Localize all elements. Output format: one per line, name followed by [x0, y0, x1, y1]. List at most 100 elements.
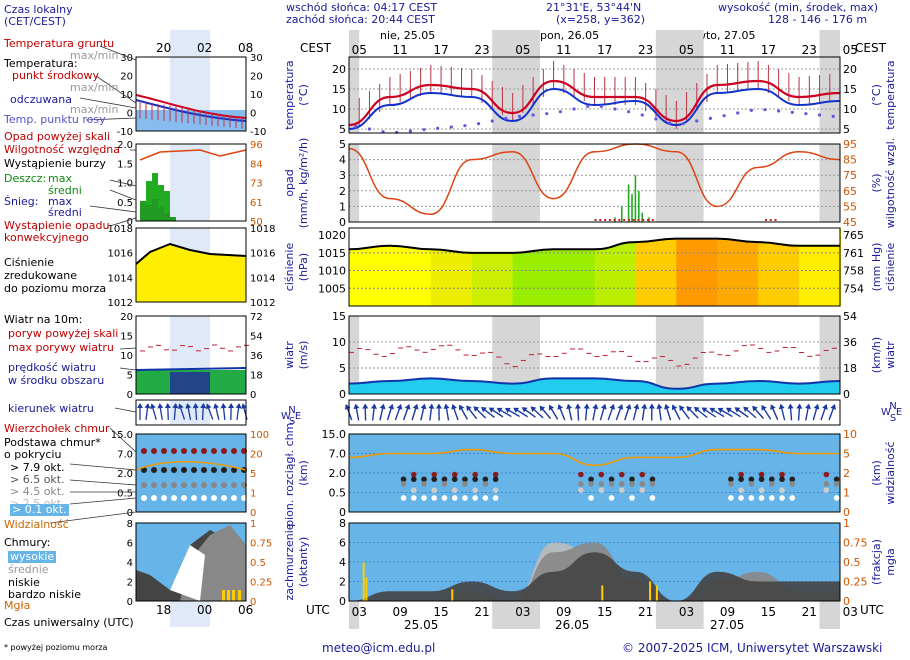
wind-arrow [459, 404, 469, 420]
legend-wind-arrow-head [241, 403, 247, 409]
legend-wind-arrow [213, 403, 220, 420]
night-band-bottom [492, 601, 540, 629]
wind-arrow [701, 407, 717, 418]
legend-pressure-line [135, 242, 247, 265]
legend-local-tick-08: 08 [238, 41, 254, 55]
legend-cloud-top-dot [141, 448, 147, 454]
legend-connector [99, 45, 137, 61]
cloud-base-dot [472, 495, 478, 501]
legend-wind-arrow [205, 403, 214, 420]
legend-frame-temp [135, 56, 247, 132]
legend-punkt-rosy: Temp. punktu rosy [4, 113, 106, 126]
axis-label: opad [283, 169, 296, 196]
legend-tick-leg_chm_l: 2.0 [117, 469, 133, 480]
wind-arrow-head [633, 403, 640, 410]
elevation-values: 128 - 146 - 176 m [768, 13, 868, 26]
tick-cisn_l: 1020 [318, 229, 346, 242]
wind-arrow-head [717, 407, 724, 414]
cloud-base-dot [649, 481, 656, 487]
legend-rain-mean-bar [152, 199, 158, 221]
cloud-base-dot [769, 476, 775, 483]
legend-visibility-line [135, 461, 247, 471]
legend-tick-leg_wilg_r: 73 [250, 179, 263, 190]
wind-speed-line [348, 377, 841, 390]
legend-tick-leg_wiatr_l: 20 [120, 312, 133, 323]
cloud-base-dot [779, 471, 785, 478]
wind-arrow-head [583, 403, 590, 409]
wind-arrow [656, 403, 663, 421]
axis-label: zachmurzenie [283, 523, 296, 600]
legend-tick-leg_zach_l: 6 [127, 539, 133, 550]
panel-frame-chm [348, 433, 841, 513]
cloud-base-dot [629, 481, 635, 487]
legend-wind-arrow-head [164, 403, 171, 409]
tick-cisn_l: 1015 [318, 247, 346, 260]
legend-tick-leg_temp_r: 10 [250, 90, 263, 101]
legend-connector [69, 479, 137, 486]
legend-cloud-base-dot [231, 482, 237, 488]
legend-connector [109, 427, 137, 453]
cloud-base-dot [639, 471, 646, 478]
cloud-base-dot [598, 481, 605, 487]
cloud-base-dot [618, 487, 625, 493]
cloud-base-dot [482, 495, 489, 501]
tick-mgla_r: 0 [843, 595, 850, 608]
cest-tick: 05 [679, 43, 694, 57]
legend-tick-leg_widz_r: 100 [250, 430, 269, 441]
axis-label: (oktanty) [297, 537, 310, 588]
wind-arrow [615, 404, 624, 421]
wind-arrow [709, 407, 725, 418]
legend-tick-leg_chm_l: 0.5 [117, 489, 133, 500]
legend-tick-leg_mgla_r: 0.25 [250, 578, 272, 589]
wind-arrow-head [451, 403, 457, 410]
legend-chmury: Chmury: [4, 536, 51, 549]
elevation-label: wysokość (min, środek, max) [718, 1, 879, 14]
tick-wilg_r: 95 [843, 138, 857, 151]
axis-label: (km/h) [870, 337, 883, 373]
cloud-base-dot [462, 476, 468, 483]
tick-wiatr_r: 54 [843, 310, 857, 323]
axis-label: (mm/h, kg/m²/h) [297, 138, 310, 229]
wind-arrow [513, 407, 528, 418]
legend-tick-leg_mgla_r: 1 [250, 519, 256, 530]
legend-cloud-base-dot [161, 467, 167, 473]
legend-night-band [170, 144, 210, 221]
axis-label: (°C) [870, 84, 883, 106]
wind-arrow [796, 403, 803, 421]
convective-precip-mark [613, 219, 616, 221]
tick-opad_l: 1 [339, 200, 346, 213]
compass-label: S [890, 413, 896, 424]
cloud-base-dot [833, 481, 840, 487]
legend-tick-leg_opad_l: 1.0 [117, 179, 133, 190]
tick-opad_l: 3 [339, 169, 346, 182]
contact-email[interactable]: meteo@icm.edu.pl [322, 641, 436, 655]
tick-opad_l: 2 [339, 185, 346, 198]
dew-point-dot [599, 104, 603, 108]
axis-label: (mm Hg) [870, 243, 883, 292]
legend-cloud-top-dot [211, 448, 217, 454]
convective-precip-mark [608, 219, 611, 221]
wind-arrow-head [656, 403, 663, 409]
dew-point-dot [367, 127, 372, 131]
dew-point-dot [572, 107, 576, 111]
legend-connector [49, 511, 137, 524]
legend-tick-leg_mgla_r: 0.5 [250, 558, 266, 569]
utc-day-2: 26.05 [555, 618, 590, 632]
legend-tick-leg_mgla_r: 0.75 [250, 539, 272, 550]
cest-tick: 17 [761, 43, 776, 57]
day-label-2: pon, 26.05 [540, 29, 600, 42]
wind-arrow-head [480, 406, 487, 413]
legend-zredukowane: zredukowane [4, 269, 77, 282]
legend-top-strip [170, 30, 210, 56]
axis-label: (km) [870, 460, 883, 486]
wind-arrow-head [752, 405, 758, 412]
legend-okt45: > 4.5 okt. [10, 485, 65, 498]
utc-day-3: 27.05 [710, 618, 745, 632]
dew-point-dot [531, 113, 535, 117]
legend-tick-leg_zach_l: 2 [127, 578, 133, 589]
tick-widz_r: 2 [843, 467, 850, 480]
wind-arrow [420, 403, 427, 421]
wind-arrow-head [664, 403, 670, 410]
legend-cloud-base-dot [161, 495, 167, 501]
legend-tick-leg_wiatr_l: 10 [120, 351, 133, 362]
